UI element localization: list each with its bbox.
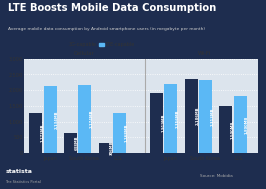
Text: statista: statista: [5, 169, 32, 174]
Bar: [99, 143, 112, 153]
Text: 1,273MB: 1,273MB: [40, 124, 44, 142]
Bar: [44, 86, 57, 153]
Text: 1,800MB: 1,800MB: [245, 116, 249, 134]
Text: 2,313MB: 2,313MB: [210, 107, 214, 126]
Bar: [29, 113, 43, 153]
Text: 306MB: 306MB: [110, 141, 114, 156]
Bar: [219, 106, 232, 153]
Text: LTE Boosts Mobile Data Consumption: LTE Boosts Mobile Data Consumption: [8, 3, 216, 13]
Legend: 3G-capable, LTE-capable: 3G-capable, LTE-capable: [61, 40, 137, 49]
Text: 638MB: 638MB: [75, 136, 79, 150]
Bar: [185, 79, 198, 153]
Text: The Statistics Portal: The Statistics Portal: [5, 180, 41, 184]
Text: Source: Mobidia: Source: Mobidia: [200, 174, 232, 178]
Text: Cellular: Cellular: [74, 51, 95, 56]
Text: 2,174MB: 2,174MB: [89, 110, 93, 128]
Text: 1,500MB: 1,500MB: [230, 120, 234, 139]
Bar: [164, 84, 177, 153]
Bar: [78, 85, 92, 153]
Text: Wi-Fi: Wi-Fi: [198, 51, 211, 56]
Text: Average mobile data consumption by Android smartphone users (in megabyte per mon: Average mobile data consumption by Andro…: [8, 27, 205, 31]
Bar: [64, 133, 77, 153]
Bar: [113, 113, 126, 153]
Text: 1,268MB: 1,268MB: [124, 124, 128, 142]
Text: 2,186MB: 2,186MB: [196, 107, 200, 125]
Text: 2,134MB: 2,134MB: [55, 110, 59, 129]
Bar: [199, 80, 212, 153]
Text: 1,919MB: 1,919MB: [161, 114, 165, 132]
Text: 2,356MB: 2,356MB: [175, 109, 179, 128]
Bar: [234, 96, 247, 153]
Bar: [150, 93, 163, 153]
